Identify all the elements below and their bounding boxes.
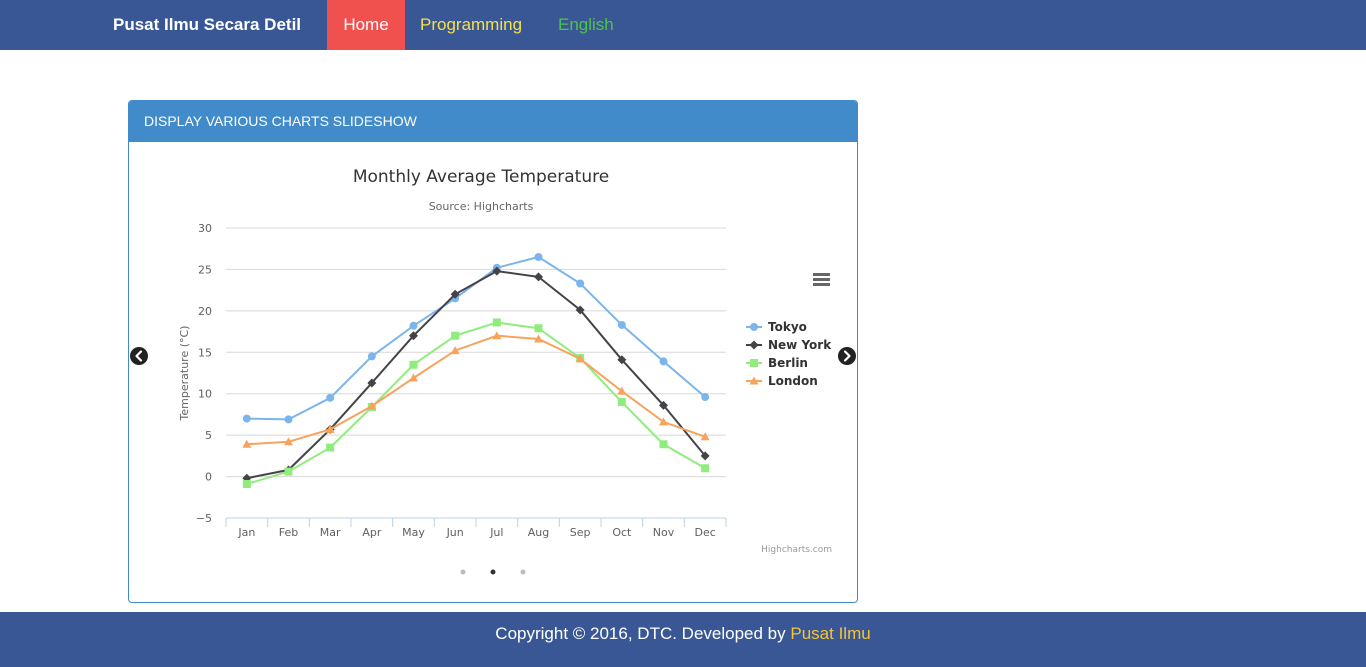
data-point-berlin[interactable] [284,467,293,476]
data-point-new-york[interactable] [450,289,460,299]
legend-marker-london[interactable] [749,376,759,385]
data-point-new-york[interactable] [700,451,710,461]
x-tick-label: Oct [612,526,632,539]
data-point-tokyo[interactable] [326,393,335,402]
data-point-berlin[interactable] [617,398,626,406]
hamburger-menu-icon[interactable] [813,273,830,276]
data-point-berlin[interactable] [409,360,418,369]
carousel-indicator[interactable] [520,569,526,575]
nav-english[interactable]: English [558,15,614,34]
data-point-london[interactable] [492,331,502,340]
x-tick-label: Jun [446,526,464,539]
data-point-london[interactable] [575,354,585,363]
data-point-tokyo[interactable] [617,320,626,329]
series-line-berlin [246,321,706,485]
x-tick-label: Apr [362,526,382,539]
y-axis-title: Temperature (°C) [178,326,191,422]
y-tick-label: 10 [198,388,212,401]
carousel-indicator[interactable] [460,569,466,575]
data-point-tokyo[interactable] [659,357,668,366]
legend-marker-berlin[interactable] [750,359,758,367]
data-point-new-york[interactable] [534,272,543,282]
legend-item-berlin[interactable]: Berlin [768,356,808,370]
data-point-berlin[interactable] [701,464,710,473]
data-point-tokyo[interactable] [701,393,710,402]
legend-item-new-york[interactable]: New York [768,338,832,352]
y-tick-label: 5 [205,429,212,442]
nav-programming[interactable]: Programming [420,15,523,34]
data-point-tokyo[interactable] [242,414,251,423]
data-point-london[interactable] [534,334,543,343]
data-point-berlin[interactable] [451,331,460,340]
footer-copyright: Copyright © 2016, DTC. Developed by [495,624,786,643]
footer: Copyright © 2016, DTC. Developed by Pusa… [0,612,1366,667]
x-tick-label: Sep [570,526,591,539]
chevron-left-icon[interactable] [135,350,143,362]
temperature-chart: Monthly Average Temperature Source: Highc… [130,167,856,575]
y-tick-label: 20 [198,305,212,318]
data-point-london[interactable] [659,417,668,426]
y-tick-label: 25 [198,263,212,276]
data-point-new-york[interactable] [617,355,627,365]
x-tick-label: Nov [653,526,675,539]
footer-link[interactable]: Pusat Ilmu [790,624,871,643]
data-point-new-york[interactable] [367,378,377,388]
data-point-tokyo[interactable] [576,279,585,288]
data-point-berlin[interactable] [242,480,251,489]
x-tick-label: May [402,526,425,539]
series-line-new-york [246,270,706,480]
chart-credits[interactable]: Highcharts.com [761,545,832,555]
data-point-tokyo[interactable] [534,253,543,261]
data-point-new-york[interactable] [659,400,668,410]
x-tick-label: Jul [489,526,503,539]
y-tick-label: −5 [196,512,212,525]
data-point-london[interactable] [325,424,335,433]
data-point-london[interactable] [409,373,418,382]
data-point-london[interactable] [284,437,293,446]
series-line-tokyo [246,255,706,421]
data-point-tokyo[interactable] [367,352,376,361]
data-point-berlin[interactable] [534,324,543,333]
x-tick-label: Feb [279,526,298,539]
x-tick-label: Mar [320,526,341,539]
chevron-left-icon[interactable] [130,347,148,365]
data-point-berlin[interactable] [326,443,335,452]
legend-marker-new-york[interactable] [749,340,759,350]
y-tick-label: 30 [198,222,212,235]
x-tick-label: Jan [237,526,255,539]
carousel-indicator[interactable] [490,569,496,575]
data-point-london[interactable] [700,432,710,441]
data-point-new-york[interactable] [575,305,585,315]
legend-item-london[interactable]: London [768,374,818,388]
series-line-london [246,334,706,446]
chevron-right-icon[interactable] [838,347,856,365]
data-point-london[interactable] [242,439,252,448]
x-tick-label: Aug [528,526,549,539]
y-tick-label: 0 [205,471,212,484]
legend-item-tokyo[interactable]: Tokyo [768,320,807,334]
data-point-new-york[interactable] [409,331,418,341]
chevron-right-icon[interactable] [843,350,851,362]
data-point-new-york[interactable] [492,266,502,276]
brand-title[interactable]: Pusat Ilmu Secara Detil [113,15,302,34]
y-tick-label: 15 [198,346,212,359]
data-point-berlin[interactable] [659,440,668,449]
chart-subtitle: Source: Highcharts [429,200,534,213]
panel-heading: DISPLAY VARIOUS CHARTS SLIDESHOW [129,101,857,142]
chart-title: Monthly Average Temperature [353,167,609,187]
legend-marker-tokyo[interactable] [750,323,758,331]
chart-panel: DISPLAY VARIOUS CHARTS SLIDESHOW Monthly… [128,100,858,603]
data-point-london[interactable] [367,401,377,410]
hamburger-menu-icon[interactable] [813,278,830,281]
data-point-london[interactable] [617,386,627,395]
data-point-berlin[interactable] [492,318,501,327]
data-point-tokyo[interactable] [409,321,418,330]
navbar: Pusat Ilmu Secara Detil Home Programming… [0,0,1366,50]
hamburger-menu-icon[interactable] [813,283,830,286]
x-tick-label: Dec [695,526,716,539]
data-point-london[interactable] [450,346,460,355]
nav-home[interactable]: Home [327,0,405,50]
data-point-tokyo[interactable] [284,415,293,424]
